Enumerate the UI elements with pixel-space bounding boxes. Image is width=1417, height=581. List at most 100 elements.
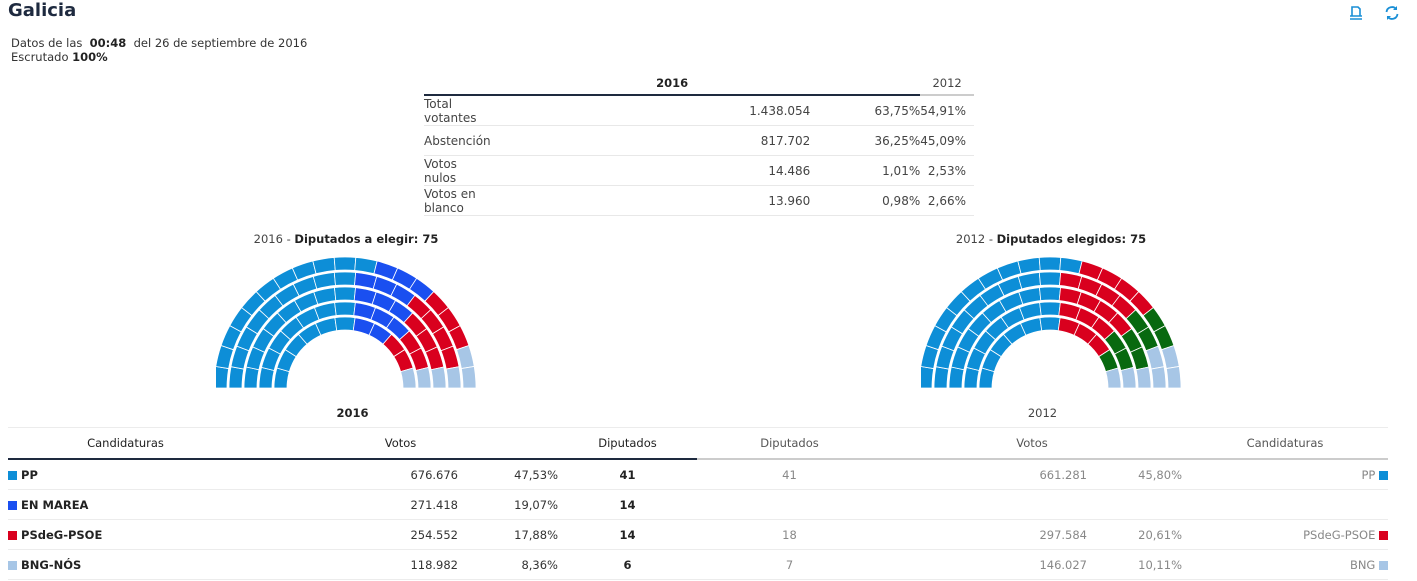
seat [445, 366, 462, 389]
prev-party-name [1182, 489, 1388, 520]
seat [313, 287, 337, 305]
votes-pct: 47,53% [458, 459, 558, 490]
results-table: 2016 2012 Candidaturas Votos Diputados D… [8, 398, 1388, 580]
col-prev-candidaturas: Candidaturas [1182, 427, 1388, 460]
hemicycle-2016: 2016 - Diputados a elegir: 75 [216, 232, 476, 390]
seat [334, 316, 356, 332]
seat [228, 366, 245, 389]
participation-table: 2016 2012 Total votantes 1.438.054 63,75… [424, 72, 974, 216]
seat [460, 365, 476, 389]
summary-label: Votos en blanco [424, 185, 491, 216]
seats: 14 [558, 489, 697, 520]
seat [1018, 302, 1042, 321]
summary-pct: 1,01% [810, 155, 921, 186]
party-color-swatch [8, 530, 17, 540]
col-votos: Votos [243, 427, 558, 460]
summary-label: Abstención [424, 125, 491, 156]
seat [1059, 257, 1083, 275]
seat [430, 366, 447, 389]
hemicycle-2012: 2012 - Diputados elegidos: 75 [920, 232, 1182, 390]
seat [1039, 301, 1061, 316]
votes-pct: 19,07% [458, 489, 558, 520]
col-prev-diputados: Diputados [697, 427, 882, 460]
summary-prev-pct: 2,66% [920, 185, 974, 216]
seat [1017, 272, 1041, 290]
party-color-swatch [8, 500, 17, 510]
result-row: PP 676.676 47,53% 41 41 661.281 45,80% P… [8, 459, 1388, 490]
party-color-swatch [8, 470, 17, 480]
seat [948, 366, 965, 389]
summary-value: 817.702 [490, 125, 811, 156]
seat [333, 271, 357, 286]
party-name: PSdeG-PSOE [8, 519, 243, 550]
seat [1017, 257, 1041, 275]
print-icon[interactable] [1347, 4, 1365, 22]
party-color-swatch [8, 560, 17, 570]
prev-votes: 661.281 [882, 459, 1087, 490]
col-diputados: Diputados [558, 427, 697, 460]
seat [963, 366, 980, 389]
year-previous-header: 2012 [920, 72, 974, 96]
seat [415, 366, 432, 389]
prev-votes: 297.584 [882, 519, 1087, 550]
prev-party-name: BNG [1182, 549, 1388, 580]
result-row: EN MAREA 271.418 19,07% 14 [8, 489, 1388, 520]
seat [216, 366, 230, 389]
seat [334, 301, 356, 316]
seat [243, 366, 260, 389]
seat [1018, 287, 1042, 305]
data-timestamp: Datos de las 00:48 del 26 de septiembre … [11, 36, 308, 64]
prev-party-name: PP [1182, 459, 1388, 490]
seat [1039, 286, 1061, 301]
result-row: BNG-NÓS 118.982 8,36% 6 7 146.027 10,11%… [8, 549, 1388, 580]
prev-seats: 41 [697, 459, 882, 490]
summary-value: 14.486 [490, 155, 811, 186]
prev-votes-pct: 45,80% [1087, 459, 1182, 490]
party-color-swatch [1379, 470, 1388, 480]
summary-value: 13.960 [490, 185, 811, 216]
result-row: PSdeG-PSOE 254.552 17,88% 14 18 297.584 … [8, 519, 1388, 550]
seat [1150, 366, 1167, 389]
seats: 6 [558, 549, 697, 580]
seat [1120, 366, 1137, 389]
votes-pct: 8,36% [458, 549, 558, 580]
seat [400, 367, 417, 389]
seat [1038, 271, 1062, 286]
prev-seats [697, 489, 882, 520]
party-name: BNG-NÓS [8, 549, 243, 580]
summary-prev-pct: 2,53% [920, 155, 974, 186]
summary-prev-pct: 54,91% [920, 95, 974, 126]
prev-votes-pct: 10,11% [1087, 549, 1182, 580]
prev-votes-pct [1087, 489, 1182, 520]
results-year-current: 2016 [8, 398, 697, 428]
prev-votes [882, 489, 1087, 520]
results-year-previous: 2012 [697, 398, 1388, 428]
prev-votes-pct: 20,61% [1087, 519, 1182, 550]
page-title: Galicia [8, 0, 77, 21]
prev-seats: 7 [697, 549, 882, 580]
seat [456, 344, 475, 370]
col-candidaturas: Candidaturas [8, 427, 243, 460]
prev-seats: 18 [697, 519, 882, 550]
seats: 14 [558, 519, 697, 550]
seat [354, 272, 378, 290]
summary-value: 1.438.054 [490, 95, 811, 126]
seat [333, 256, 357, 271]
summary-label: Votos nulos [424, 155, 491, 186]
summary-prev-pct: 45,09% [920, 125, 974, 156]
seat [1161, 344, 1180, 370]
seats: 41 [558, 459, 697, 490]
summary-row: Abstención 817.702 36,25% 45,09% [424, 125, 974, 156]
refresh-icon[interactable] [1383, 4, 1401, 22]
seat [1105, 367, 1122, 389]
seat [1135, 366, 1152, 389]
summary-row: Total votantes 1.438.054 63,75% 54,91% [424, 95, 974, 126]
votes: 118.982 [243, 549, 458, 580]
seat [921, 366, 935, 389]
summary-label: Total votantes [424, 95, 491, 126]
seat [1059, 272, 1083, 290]
seat [258, 366, 275, 389]
summary-pct: 36,25% [810, 125, 921, 156]
year-current-header: 2016 [424, 72, 921, 96]
party-name: PP [8, 459, 243, 490]
